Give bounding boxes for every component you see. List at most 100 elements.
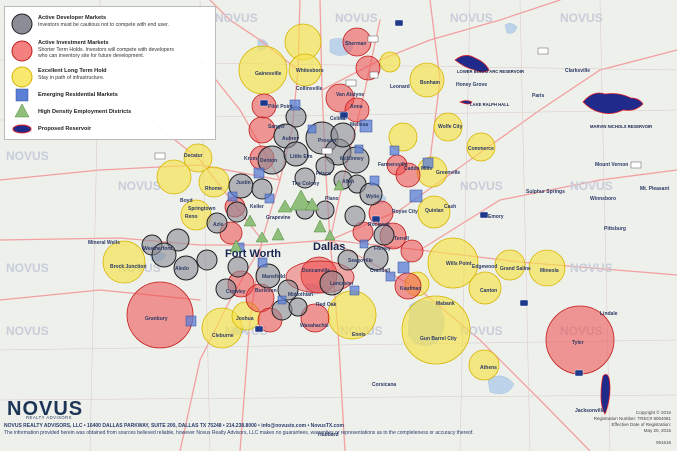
city-greenville: Greenville (436, 170, 460, 176)
marvin-nichols-reservoir (582, 92, 644, 114)
legend-red-circle (11, 40, 33, 62)
registration-info: Copyright © 2015 Registration Number: TR… (594, 410, 671, 434)
legend-desc-investment-2: who can inventory site for future develo… (38, 53, 145, 59)
city-boyd: Boyd (180, 198, 193, 204)
city-leonard: Leonard (390, 84, 410, 90)
city-mt-pleasant: Mt. Pleasant (640, 186, 670, 192)
registration-date-label: Effective Date of Registration: (611, 422, 671, 427)
active-developer-zones (141, 106, 395, 321)
logo-tagline: REALTY ADVISORS (26, 415, 72, 420)
city-quinlan: Quinlan (425, 208, 444, 214)
city-the-colony: The Colony (292, 181, 319, 187)
svg-text:NOVUS: NOVUS (570, 179, 613, 193)
city-wylie: Wylie (366, 194, 379, 200)
legend-reservoir (12, 124, 32, 134)
city-prosper: Prosper (318, 138, 337, 144)
city-mckinney: McKinney (340, 156, 364, 162)
route-shields (154, 35, 642, 169)
city-reno: Reno (185, 214, 198, 220)
city-cleburne: Cleburne (212, 333, 234, 339)
city-rhome: Rhome (205, 186, 222, 192)
footer-disclaimer: The information provided herein was obta… (4, 430, 474, 436)
label-lake-ralph-hall: LAKE RALPH HALL (470, 102, 510, 107)
city-gun-barrel-city: Gun Barrel City (420, 336, 457, 342)
city-jacksonville: Jacksonville (575, 408, 605, 414)
city-grand-saline: Grand Saline (500, 266, 531, 272)
reservoir-labels: LOWER BOIS D'ARC RESERVOIR LAKE RALPH HA… (457, 69, 652, 129)
city-red-oak: Red Oak (316, 302, 337, 308)
city-frisco: Frisco (316, 171, 331, 177)
city-hubbard: Hubbard (318, 432, 339, 438)
city-wills-point: Wills Point (446, 261, 472, 267)
city-labels: Dallas Fort Worth McKinney Frisco Denton… (88, 41, 670, 438)
city-paris: Paris (532, 93, 544, 99)
city-winnsboro: Winnsboro (590, 196, 616, 202)
city-royse-city: Royse City (392, 209, 418, 215)
legend-desc-investment-1: Shorter Term Holds. Investors will compe… (38, 47, 174, 53)
logo-wordmark: NOVUS (7, 398, 84, 420)
city-fort-worth: Fort Worth (225, 248, 281, 260)
legend-title-long-term: Excellent Long Term Hold (38, 68, 107, 74)
city-commerce: Commerce (468, 146, 494, 152)
legend-gray-circle (11, 13, 33, 35)
legend-yellow-circle (11, 66, 33, 88)
legend-symbols (11, 13, 33, 134)
city-crowley: Crowley (226, 289, 246, 295)
registration-date: May 20, 2015 (643, 428, 671, 433)
city-mineral-wells: Mineral Wells (88, 240, 120, 246)
city-allen: Allen (342, 179, 354, 185)
city-forney: Forney (374, 246, 391, 252)
city-lancaster: Lancaster (330, 281, 354, 287)
city-mineola: Mineola (540, 268, 559, 274)
map-legend: Active Developer Markets Investors must … (4, 6, 216, 140)
svg-text:NOVUS: NOVUS (450, 11, 493, 25)
city-lindale: Lindale (600, 311, 618, 317)
copyright: Copyright © 2015 (635, 410, 671, 415)
svg-text:NOVUS: NOVUS (118, 179, 161, 193)
city-collinsville: Collinsville (296, 86, 323, 92)
legend-title-emerging: Emerging Residential Markets (38, 92, 118, 98)
svg-text:NOVUS: NOVUS (460, 179, 503, 193)
city-plano: Plano (325, 196, 339, 202)
city-weatherford: Weatherford (143, 246, 172, 252)
city-krum: Krum (244, 156, 258, 162)
city-anna: Anna (350, 104, 363, 110)
city-brock-junction: Brock Junction (110, 264, 146, 270)
high-density-employment-districts (229, 179, 345, 253)
registration-number: Registration Number: TREC# 9004081 (593, 416, 671, 421)
city-bonham: Bonham (420, 80, 441, 86)
svg-text:NOVUS: NOVUS (560, 11, 603, 25)
city-granbury: Granbury (145, 316, 168, 322)
city-springtown: Springtown (188, 206, 216, 212)
city-decatur: Decatur (184, 153, 203, 159)
legend-blue-square (15, 88, 29, 102)
legend-title-employment: High Density Employment Districts (38, 109, 132, 115)
city-aledo: Aledo (175, 266, 189, 272)
city-little-elm: Little Elm (290, 154, 313, 160)
legend-desc-long-term: Stay in path of infrastructure. (38, 75, 105, 81)
footer-contact: NOVUS REALTY ADVISORS, LLC • 16400 DALLA… (4, 423, 344, 429)
city-mount-vernon: Mount Vernon (595, 162, 628, 168)
city-denton: Denton (260, 158, 277, 164)
city-whitesboro: Whitesboro (296, 68, 324, 74)
legend-desc-developer: Investors must be cautious not to compet… (38, 22, 169, 28)
legend-title-developer: Active Developer Markets (38, 15, 107, 21)
city-mansfield: Mansfield (262, 274, 285, 280)
city-keller: Keller (250, 204, 264, 210)
svg-text:NOVUS: NOVUS (335, 11, 378, 25)
lower-bois-darc-reservoir (454, 55, 490, 73)
city-kaufman: Kaufman (400, 286, 421, 292)
city-sanger: Sanger (268, 124, 285, 130)
city-aubrey: Aubrey (282, 136, 299, 142)
city-clarksville: Clarksville (565, 68, 590, 74)
svg-text:NOVUS: NOVUS (570, 261, 613, 275)
city-edgewood: Edgewood (472, 264, 497, 270)
legend-title-investment: Active Investment Markets (38, 40, 109, 46)
svg-text:NOVUS: NOVUS (215, 11, 258, 25)
svg-text:NOVUS: NOVUS (6, 324, 49, 338)
city-canton: Canton (480, 288, 497, 294)
long-term-hold-zones (102, 23, 566, 381)
label-lower-bois-darc: LOWER BOIS D'ARC RESERVOIR (457, 69, 524, 74)
city-waxahachie: Waxahachie (300, 323, 329, 329)
